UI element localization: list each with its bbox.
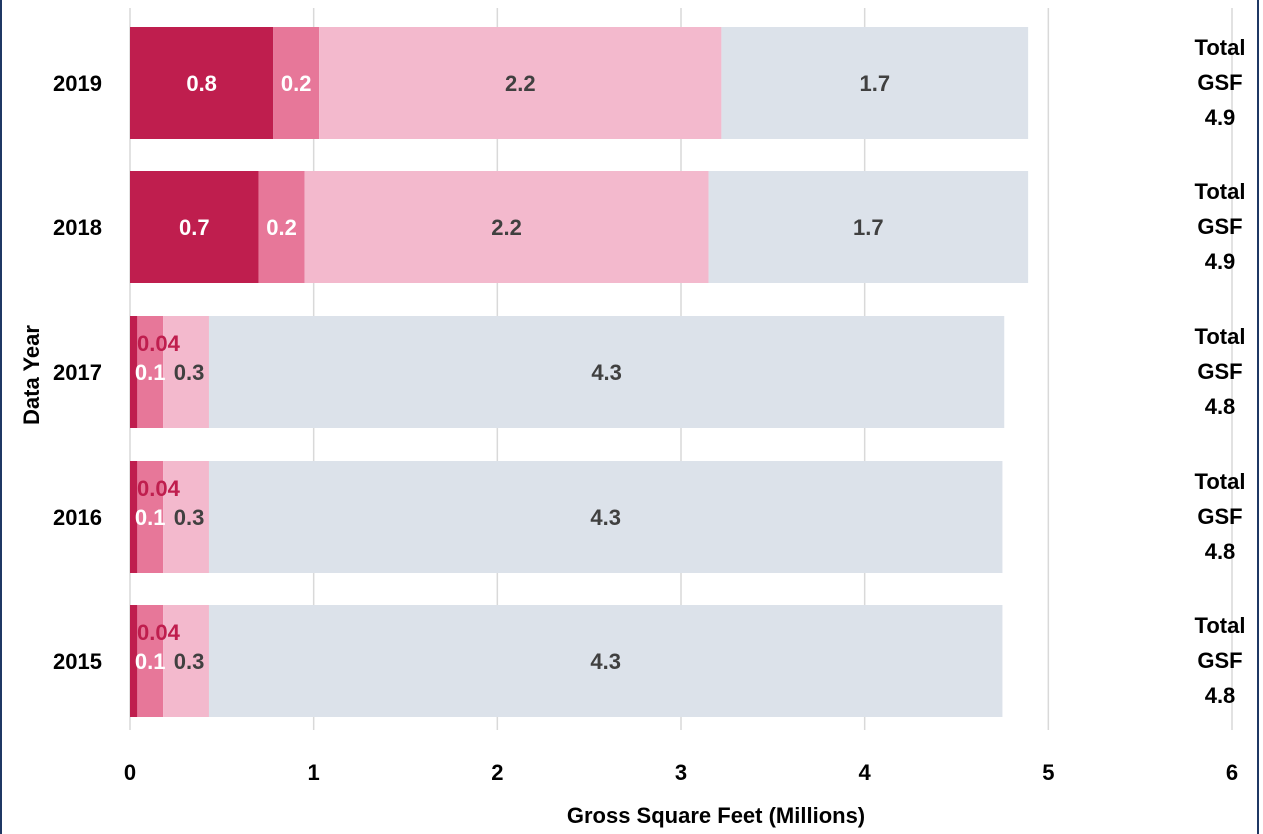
x-axis-title: Gross Square Feet (Millions) <box>567 803 865 828</box>
bar-segment <box>130 171 259 283</box>
bar-segment <box>319 27 722 139</box>
data-label: 0.2 <box>266 215 297 240</box>
bar-segment <box>130 316 138 428</box>
total-label: 4.9 <box>1205 105 1236 130</box>
data-label: 0.1 <box>135 360 166 385</box>
x-tick-label: 2 <box>491 760 503 785</box>
y-axis-title: Data Year <box>19 325 44 425</box>
total-label: Total <box>1195 324 1246 349</box>
x-tick-label: 1 <box>308 760 320 785</box>
category-labels: 2019 2018 2017 2016 2015 <box>53 71 102 674</box>
bar-segment <box>304 171 709 283</box>
total-label: Total <box>1195 613 1246 638</box>
total-label: GSF <box>1197 70 1242 95</box>
total-labels: Total GSF 4.9 Total GSF 4.9 Total GSF 4.8 Total GS… <box>1195 35 1246 708</box>
bar-segment <box>130 461 138 573</box>
bar-segment <box>721 27 1029 139</box>
bar-segment <box>130 27 274 139</box>
total-label: GSF <box>1197 648 1242 673</box>
bar-segment <box>137 316 164 428</box>
total-label: 4.9 <box>1205 249 1236 274</box>
data-label: 4.3 <box>590 649 621 674</box>
data-label: 0.04 <box>137 331 181 356</box>
total-label: Total <box>1195 179 1246 204</box>
category-label: 2017 <box>53 360 102 385</box>
bars <box>130 27 1029 717</box>
total-label: 4.8 <box>1205 394 1236 419</box>
data-label: 0.04 <box>137 476 181 501</box>
bar-segment <box>708 171 1029 283</box>
x-tick-label: 3 <box>675 760 687 785</box>
x-tick-label: 0 <box>124 760 136 785</box>
total-label: Total <box>1195 469 1246 494</box>
bar-segment <box>137 605 164 717</box>
data-label: 1.7 <box>859 71 890 96</box>
x-tick-label: 4 <box>859 760 872 785</box>
bar-segment <box>208 316 1005 428</box>
total-label: GSF <box>1197 214 1242 239</box>
data-label: 0.7 <box>179 215 210 240</box>
data-label: 2.2 <box>491 215 522 240</box>
bar-segment <box>208 461 1003 573</box>
total-label: 4.8 <box>1205 539 1236 564</box>
data-label: 0.3 <box>174 505 205 530</box>
data-label: 0.3 <box>174 649 205 674</box>
category-label: 2018 <box>53 215 102 240</box>
category-label: 2016 <box>53 505 102 530</box>
total-label: GSF <box>1197 359 1242 384</box>
data-label: 0.2 <box>281 71 312 96</box>
data-label: 1.7 <box>853 215 884 240</box>
bar-segment <box>208 605 1003 717</box>
category-label: 2015 <box>53 649 102 674</box>
total-label: Total <box>1195 35 1246 60</box>
bar-segment <box>273 27 320 139</box>
data-label: 0.1 <box>135 649 166 674</box>
x-axis-ticks: 0 1 2 3 4 5 6 <box>124 760 1238 785</box>
data-label: 0.3 <box>174 360 205 385</box>
bar-segment <box>163 316 209 428</box>
total-label: 4.8 <box>1205 683 1236 708</box>
data-label: 0.1 <box>135 505 166 530</box>
data-label: 0.8 <box>186 71 217 96</box>
data-label: 4.3 <box>590 505 621 530</box>
x-tick-label: 6 <box>1226 760 1238 785</box>
bar-segment <box>130 605 138 717</box>
data-label: 2.2 <box>505 71 536 96</box>
data-labels: 0.8 0.2 2.2 1.7 0.7 0.2 2.2 1.7 0.04 0.1 0.3 4.3 0.0… <box>135 71 890 674</box>
category-label: 2019 <box>53 71 102 96</box>
bar-segment <box>258 171 305 283</box>
data-label: 0.04 <box>137 620 181 645</box>
bar-segment <box>163 461 209 573</box>
data-label: 4.3 <box>591 360 622 385</box>
x-tick-label: 5 <box>1042 760 1054 785</box>
bar-segment <box>137 461 164 573</box>
bar-segment <box>163 605 209 717</box>
total-label: GSF <box>1197 504 1242 529</box>
